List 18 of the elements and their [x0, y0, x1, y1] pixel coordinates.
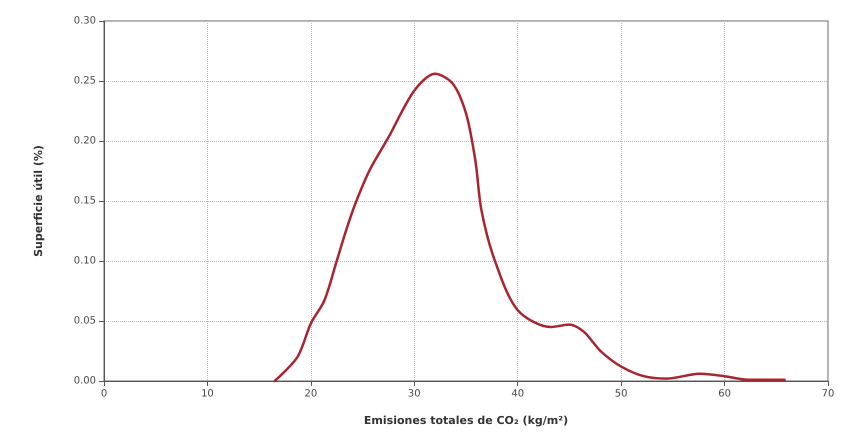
x-tick-label: 20 — [304, 388, 318, 400]
y-tick-label: 0.20 — [74, 136, 96, 146]
y-tick-label: 0.00 — [74, 376, 96, 386]
y-tick-label: 0.25 — [74, 76, 96, 86]
x-tick-label: 10 — [201, 388, 214, 400]
y-axis-title: Superficie útil (%) — [32, 145, 45, 257]
y-tick-label: 0.05 — [74, 316, 96, 326]
y-tick-label: 0.30 — [74, 16, 96, 26]
x-tick-label: 0 — [100, 388, 108, 400]
x-tick-label: 50 — [614, 388, 628, 400]
x-axis-title: Emisiones totales de CO₂ (kg/m²) — [364, 414, 568, 427]
x-tick-label: 30 — [408, 388, 421, 400]
x-tick-label: 70 — [822, 388, 834, 400]
y-tick-label: 0.10 — [74, 256, 96, 266]
x-tick-label: 60 — [718, 388, 731, 400]
x-tick-label: 40 — [511, 388, 524, 400]
line-series — [273, 72, 786, 382]
y-tick-label: 0.15 — [74, 196, 96, 206]
